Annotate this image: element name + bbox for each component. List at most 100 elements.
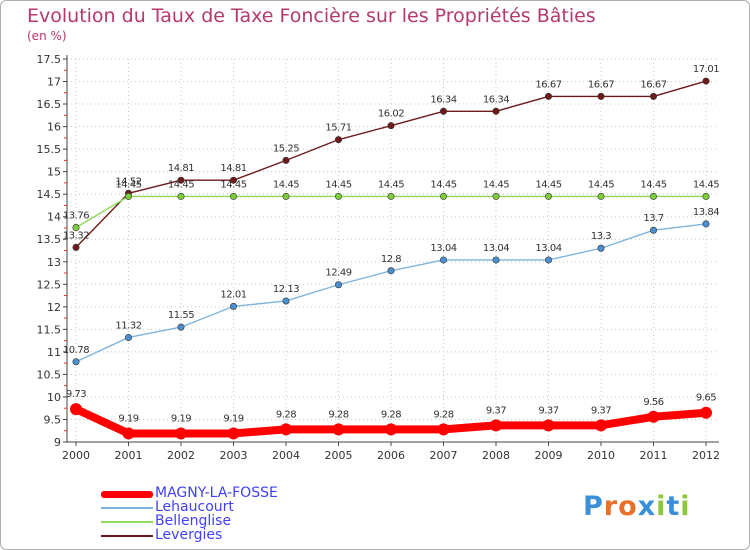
y-tick-label: 9.5 xyxy=(44,413,62,426)
data-point xyxy=(175,427,187,440)
data-label: 12.01 xyxy=(220,289,246,300)
logo-letter: i xyxy=(656,491,667,522)
data-point xyxy=(332,423,345,436)
data-label: 13.04 xyxy=(535,243,561,254)
data-point xyxy=(437,423,450,436)
data-label: 9.19 xyxy=(223,413,243,424)
data-point xyxy=(334,192,342,200)
data-point xyxy=(227,427,240,440)
data-point xyxy=(544,256,552,264)
logo-letter: x xyxy=(637,491,657,522)
data-point xyxy=(702,192,710,200)
data-point xyxy=(439,107,447,115)
logo-letter: P xyxy=(583,491,604,522)
legend-label: Levergies xyxy=(155,527,223,543)
data-label: 10.78 xyxy=(63,345,89,356)
data-label: 15.71 xyxy=(325,123,351,134)
y-tick-label: 13.5 xyxy=(37,233,62,246)
data-label: 14.52 xyxy=(115,176,141,187)
data-label: 14.45 xyxy=(220,179,246,190)
data-label: 14.45 xyxy=(693,179,719,190)
legend-item: MAGNY-LA-FOSSE xyxy=(101,485,361,501)
logo-letter: t xyxy=(666,491,681,522)
data-point xyxy=(595,419,607,432)
data-point xyxy=(177,323,185,331)
legend-swatch xyxy=(101,521,153,523)
data-point xyxy=(70,403,82,416)
chart-unit-label: (en %) xyxy=(27,29,67,43)
data-point xyxy=(597,192,605,200)
data-label: 9.56 xyxy=(643,397,663,408)
data-point xyxy=(647,410,660,423)
data-label: 14.45 xyxy=(430,179,456,190)
data-label: 16.02 xyxy=(378,109,404,120)
data-point xyxy=(387,267,395,275)
x-tick-label: 2011 xyxy=(640,449,668,462)
data-point xyxy=(597,92,605,100)
legend-label: MAGNY-LA-FOSSE xyxy=(155,485,278,501)
data-label: 14.81 xyxy=(168,163,194,174)
data-label: 16.67 xyxy=(588,79,614,90)
legend-swatch xyxy=(101,491,153,498)
data-label: 14.45 xyxy=(588,179,614,190)
data-point xyxy=(597,244,605,252)
legend-label: Bellenglise xyxy=(155,513,232,529)
y-tick-label: 16.5 xyxy=(37,98,62,111)
x-tick-label: 2012 xyxy=(692,449,720,462)
y-tick-label: 9 xyxy=(54,436,61,449)
y-tick-label: 14.5 xyxy=(37,188,62,201)
data-point xyxy=(492,256,500,264)
data-point xyxy=(439,256,447,264)
data-point xyxy=(702,77,710,85)
data-point xyxy=(439,192,447,200)
y-tick-label: 12.5 xyxy=(37,278,62,291)
data-point xyxy=(542,419,555,432)
data-point xyxy=(72,358,80,366)
data-label: 14.45 xyxy=(378,179,404,190)
data-point xyxy=(492,192,500,200)
y-tick-label: 12 xyxy=(47,301,61,314)
y-tick-label: 10.5 xyxy=(37,368,62,381)
data-point xyxy=(72,243,80,251)
data-label: 13.32 xyxy=(63,230,89,241)
y-tick-label: 15.5 xyxy=(37,143,62,156)
data-label: 9.28 xyxy=(328,409,348,420)
x-tick-label: 2008 xyxy=(482,449,510,462)
logo-letter: i xyxy=(680,491,691,522)
legend-label: Lehaucourt xyxy=(155,499,234,515)
data-label: 14.45 xyxy=(640,179,666,190)
x-tick-label: 2005 xyxy=(325,449,353,462)
data-label: 14.45 xyxy=(115,179,141,190)
data-label: 9.73 xyxy=(66,389,86,400)
x-tick-label: 2009 xyxy=(535,449,563,462)
legend-item: Levergies xyxy=(101,527,361,543)
data-label: 15.25 xyxy=(273,143,299,154)
logo-letter: r xyxy=(603,491,619,522)
y-tick-label: 13 xyxy=(47,256,61,269)
data-point xyxy=(334,281,342,289)
y-tick-label: 17 xyxy=(47,76,61,89)
data-label: 16.34 xyxy=(430,94,456,105)
data-label: 13.7 xyxy=(643,213,663,224)
legend-item: Lehaucourt xyxy=(101,499,361,515)
data-point xyxy=(282,192,290,200)
data-label: 14.45 xyxy=(535,179,561,190)
y-tick-label: 14 xyxy=(47,211,61,224)
data-point xyxy=(490,419,502,432)
data-label: 11.32 xyxy=(115,320,141,331)
data-point xyxy=(387,192,395,200)
x-tick-label: 2007 xyxy=(430,449,458,462)
data-point xyxy=(702,220,710,228)
x-tick-label: 2003 xyxy=(220,449,248,462)
data-point xyxy=(177,176,185,184)
data-label: 12.49 xyxy=(325,268,351,279)
y-tick-label: 16 xyxy=(47,121,61,134)
logo-letter: o xyxy=(618,491,638,522)
data-label: 14.45 xyxy=(325,179,351,190)
data-point xyxy=(649,226,657,234)
data-point xyxy=(230,302,238,310)
data-label: 14.45 xyxy=(483,179,509,190)
y-tick-label: 11.5 xyxy=(37,323,62,336)
data-label: 9.65 xyxy=(696,393,716,404)
